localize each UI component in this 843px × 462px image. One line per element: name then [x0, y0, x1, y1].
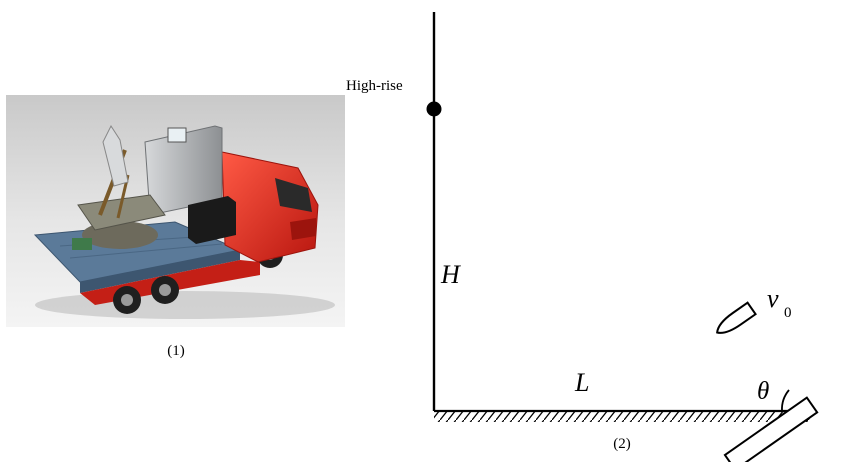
figure-1-caption: (1): [167, 343, 185, 359]
figure-2: High-rise H L θ v 0 (2): [346, 12, 819, 462]
figure-2-caption: (2): [613, 436, 631, 452]
ground-hatching: [434, 412, 812, 422]
distance-label: L: [574, 368, 589, 397]
figure-1: (1): [6, 95, 345, 359]
angle-label: θ: [757, 378, 769, 405]
angle-arc: [781, 389, 790, 412]
height-label: H: [440, 260, 461, 289]
target-point: [426, 101, 442, 117]
launch-tube: [723, 396, 819, 462]
velocity-label: v: [767, 284, 779, 313]
rocket-projectile-icon: [716, 301, 757, 334]
velocity-subscript: 0: [784, 305, 792, 321]
building-label: High-rise: [346, 78, 403, 94]
rocket-launcher-truck-icon: [6, 95, 345, 327]
